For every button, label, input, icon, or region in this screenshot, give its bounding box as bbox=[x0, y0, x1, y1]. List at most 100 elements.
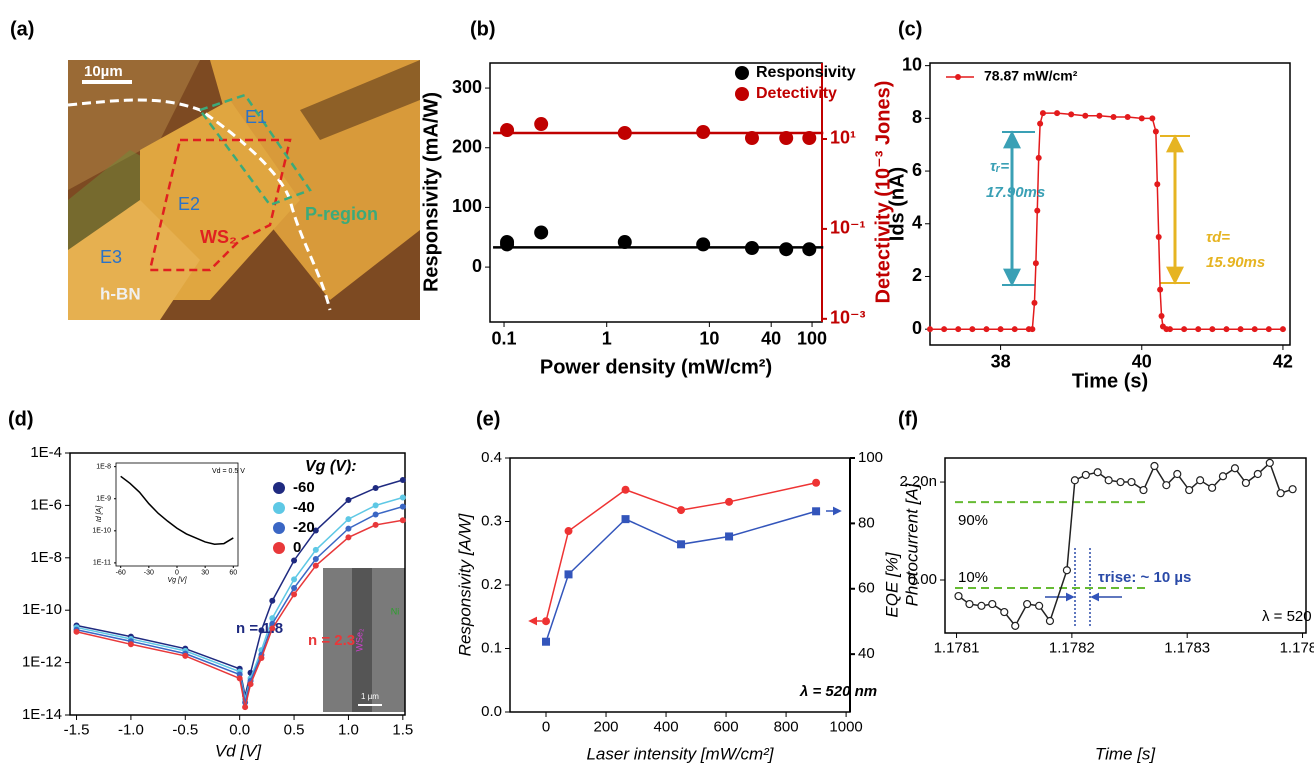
legend-marker bbox=[955, 74, 961, 80]
data-point bbox=[1068, 111, 1075, 118]
data-point bbox=[965, 599, 974, 609]
annotation: Vd = 0.5 V bbox=[212, 468, 245, 475]
data-point bbox=[1223, 326, 1230, 333]
y-tick-label: 0.0 bbox=[481, 703, 502, 720]
y-tick-label: 6 bbox=[912, 160, 922, 180]
data-point bbox=[534, 225, 549, 240]
data-point bbox=[927, 326, 933, 333]
electrode-label: E1 bbox=[245, 107, 267, 127]
data-point bbox=[1150, 461, 1159, 471]
y2-tick-label: 10¹ bbox=[830, 128, 856, 148]
y-tick-label: 1E-12 bbox=[22, 654, 62, 671]
data-point bbox=[372, 502, 379, 509]
data-point bbox=[1155, 233, 1162, 240]
data-point bbox=[1209, 326, 1216, 333]
data-point bbox=[258, 654, 265, 661]
data-point bbox=[1127, 477, 1136, 487]
data-point bbox=[779, 131, 794, 146]
data-point bbox=[1208, 483, 1217, 492]
data-point bbox=[1082, 112, 1089, 119]
data-point bbox=[399, 477, 406, 484]
y-tick-label: 1E-10 bbox=[92, 528, 111, 535]
data-point bbox=[696, 237, 711, 252]
tem-label: Ni bbox=[391, 606, 400, 616]
legend-label: -20 bbox=[293, 519, 315, 536]
data-point bbox=[812, 507, 821, 516]
data-point bbox=[1011, 326, 1018, 333]
x-axis-label: Time (s) bbox=[1072, 370, 1148, 392]
x-tick-label: 0.5 bbox=[284, 721, 305, 738]
data-point bbox=[988, 599, 997, 609]
y-tick-label: 300 bbox=[452, 77, 482, 97]
data-point bbox=[312, 546, 319, 553]
data-point bbox=[1173, 469, 1182, 479]
y-tick-label: 1E-9 bbox=[96, 496, 111, 503]
annotation: n = 2.3 bbox=[308, 632, 355, 649]
data-point bbox=[1158, 313, 1165, 320]
x-tick-label: 1.1781 bbox=[934, 639, 980, 656]
x-tick-label: 10 bbox=[699, 328, 719, 348]
data-point bbox=[983, 326, 990, 333]
data-point bbox=[312, 527, 319, 534]
x-tick-label: 800 bbox=[774, 718, 799, 735]
y-tick-label: 1E-8 bbox=[30, 549, 62, 566]
data-point bbox=[399, 494, 406, 501]
y-axis-label: Responsivity [A/W] bbox=[455, 512, 474, 656]
x-tick-label: 40 bbox=[1132, 351, 1152, 371]
data-point bbox=[1288, 485, 1297, 494]
y-tick-label: 10 bbox=[902, 54, 922, 74]
y-tick-label: 1E-8 bbox=[96, 463, 111, 470]
x-tick-label: 0 bbox=[175, 570, 179, 577]
data-point bbox=[242, 704, 249, 711]
region-label: P-region bbox=[305, 204, 378, 224]
x-tick-label: -30 bbox=[144, 570, 154, 577]
data-point bbox=[1230, 464, 1240, 473]
data-point bbox=[1279, 326, 1286, 333]
data-point bbox=[291, 585, 298, 592]
x-tick-label: 1.5 bbox=[392, 721, 413, 738]
annotation: τd= bbox=[1206, 229, 1230, 246]
data-point bbox=[1062, 566, 1072, 575]
panel-label: (c) bbox=[898, 18, 922, 40]
data-point bbox=[542, 617, 551, 626]
x-tick-label: 40 bbox=[761, 328, 781, 348]
data-point bbox=[621, 515, 630, 524]
data-point bbox=[954, 591, 963, 601]
x-tick-label: -60 bbox=[116, 570, 126, 577]
data-line bbox=[545, 510, 817, 642]
plot-frame bbox=[509, 457, 851, 713]
data-point bbox=[1029, 326, 1036, 333]
x-tick-label: -0.5 bbox=[172, 721, 198, 738]
data-point bbox=[1265, 458, 1274, 467]
y-tick-label: 8 bbox=[912, 107, 922, 127]
annotation: τrise: ~ 10 µs bbox=[1098, 569, 1191, 586]
data-point bbox=[291, 591, 298, 598]
x-tick-label: -1.0 bbox=[118, 721, 144, 738]
x-tick-label: 200 bbox=[594, 718, 619, 735]
data-point bbox=[1241, 478, 1251, 488]
plot-frame bbox=[115, 462, 239, 567]
electrode-label: E3 bbox=[100, 247, 122, 267]
data-point bbox=[1081, 470, 1090, 480]
y-tick-label: 1E-14 bbox=[22, 706, 62, 723]
data-point bbox=[1154, 181, 1161, 188]
y-axis-label: Photocurrent [A] bbox=[902, 482, 921, 606]
micrograph: 10µm E1 E2 E3 WS₂ P-region h-BN bbox=[67, 60, 420, 320]
legend-marker bbox=[735, 66, 749, 80]
data-point bbox=[73, 628, 80, 635]
data-point bbox=[564, 527, 573, 536]
data-point bbox=[291, 576, 298, 583]
y-tick-label: 2 bbox=[912, 265, 922, 285]
data-point bbox=[1162, 481, 1171, 490]
annotation: λ = 520 nm bbox=[799, 683, 877, 700]
annotation: 90% bbox=[958, 512, 988, 529]
tem-label: WSe₂ bbox=[354, 628, 364, 652]
y-tick-label: 0.1 bbox=[481, 639, 502, 656]
data-point bbox=[779, 242, 794, 257]
panel-label: (e) bbox=[476, 408, 500, 430]
data-point bbox=[1195, 326, 1202, 333]
plot-frame bbox=[69, 452, 406, 716]
data-point bbox=[1196, 476, 1205, 485]
data-point bbox=[617, 235, 632, 250]
